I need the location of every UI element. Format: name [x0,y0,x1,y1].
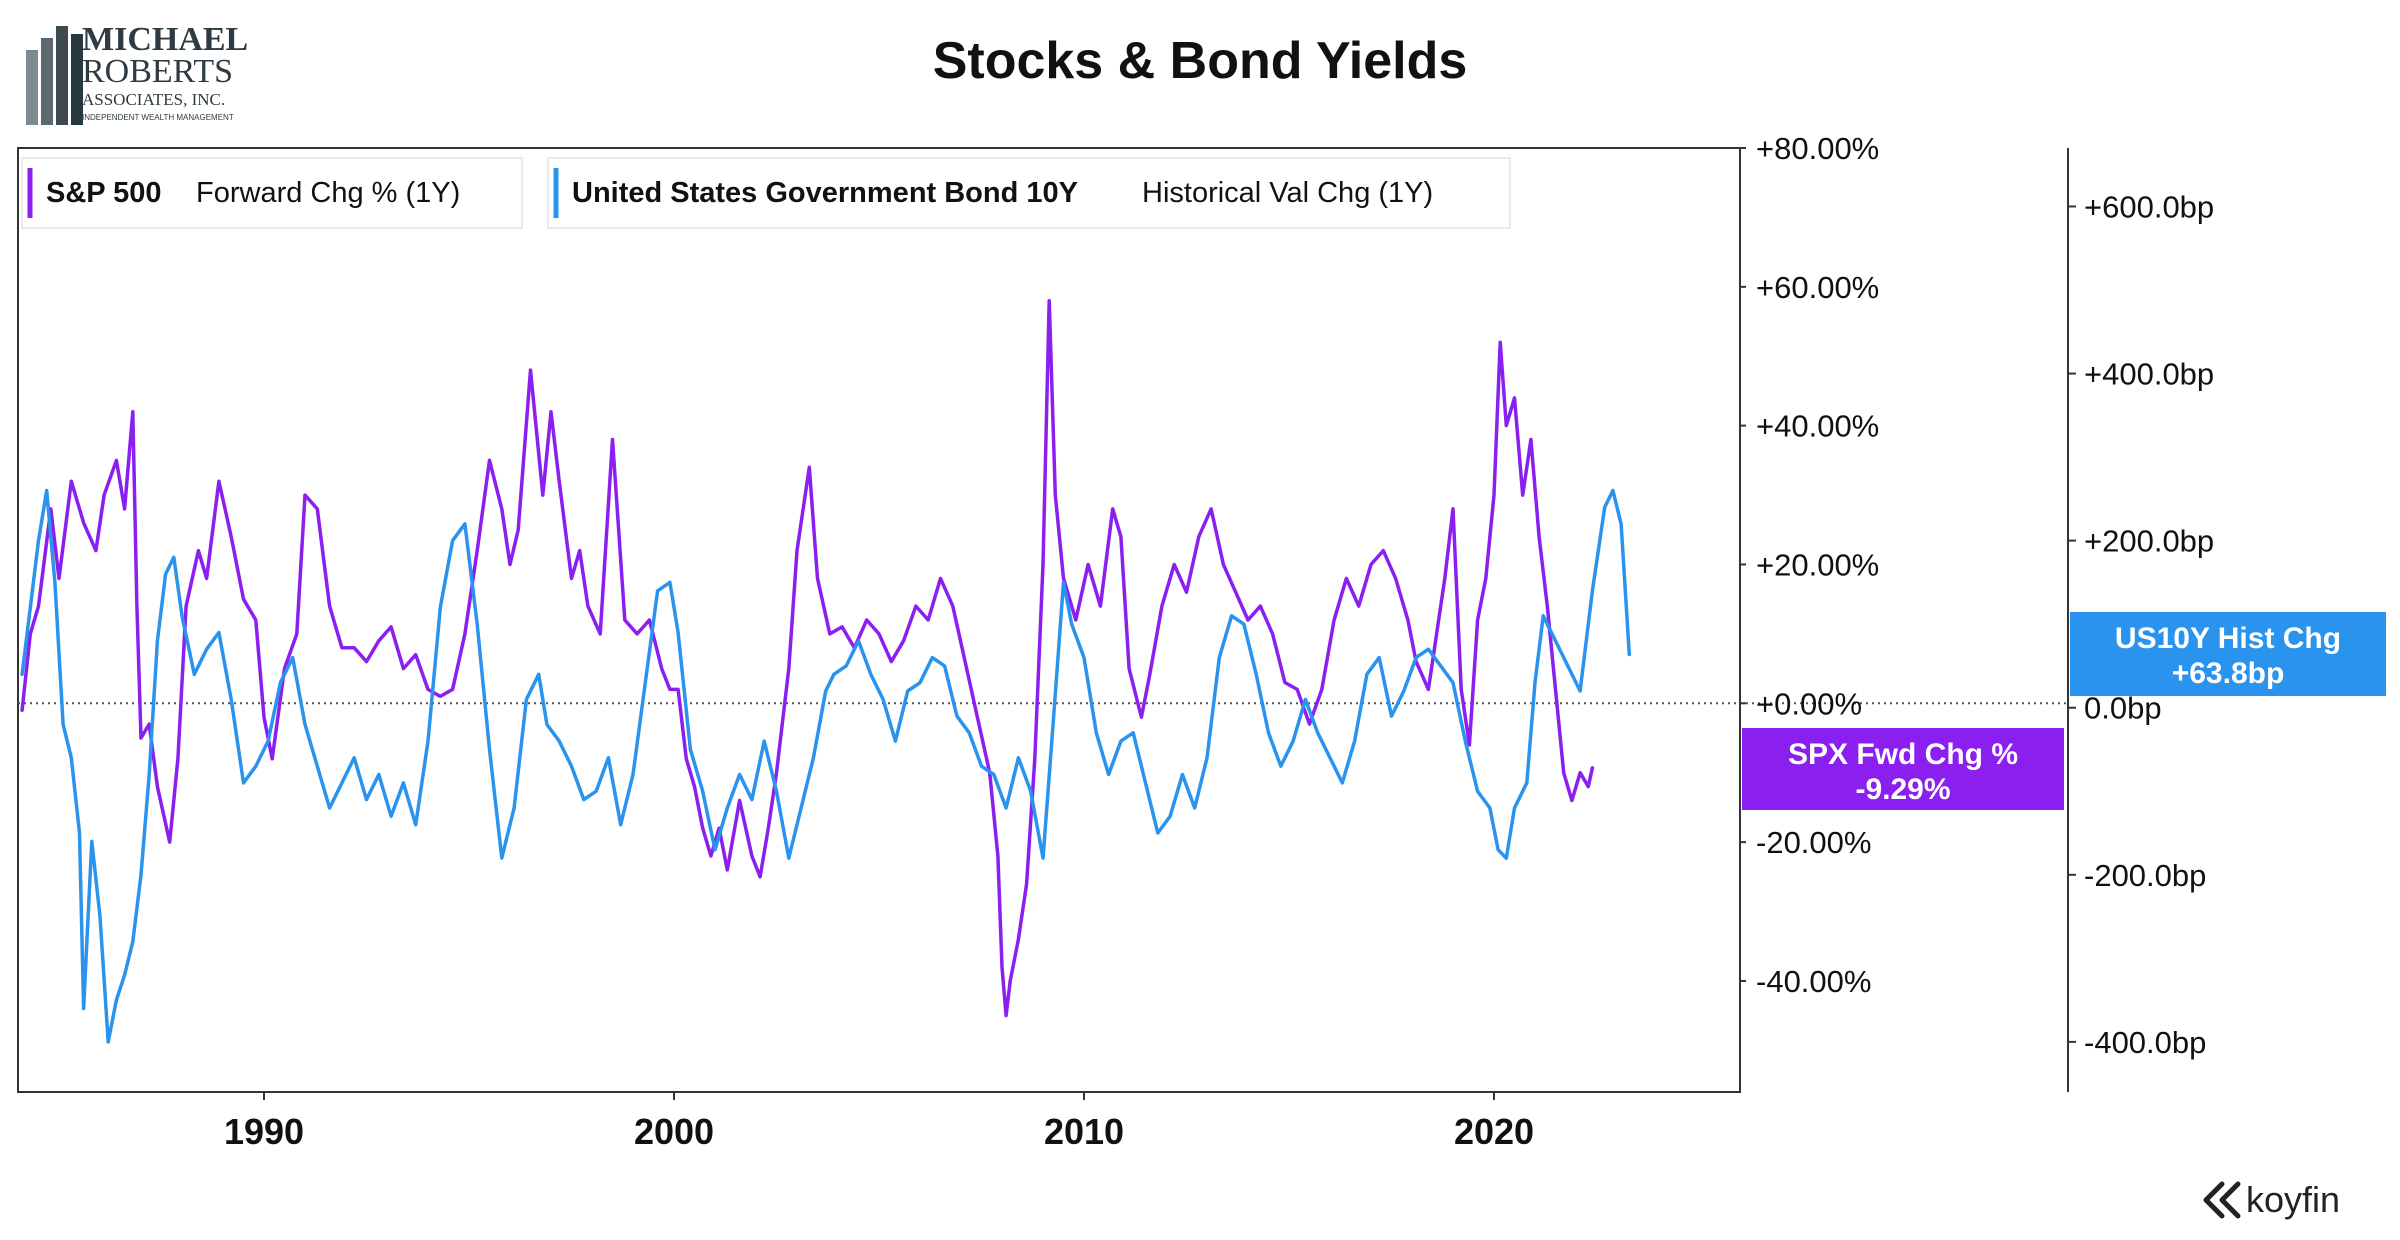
spx-series-line [20,298,1595,1018]
koyfin-wordmark: koyfin [2246,1179,2340,1220]
company-logo: MICHAEL ROBERTS ASSOCIATES, INC. INDEPEN… [26,21,248,125]
tag-value: +63.8bp [2172,657,2285,690]
x-axis: 1990 2000 2010 2020 [224,1092,1534,1152]
tag-background [1742,728,2064,810]
x-tick-label: 2010 [1044,1111,1124,1152]
us10y-series-line [20,488,1632,1044]
right-tick-label: 0.0bp [2084,691,2162,726]
logo-bar [41,38,53,125]
legend-item-us10y[interactable]: United States Government Bond 10Y Histor… [547,157,1511,229]
koyfin-icon [2203,1181,2241,1219]
legend-box [547,157,1511,229]
tag-label: US10Y Hist Chg [2115,622,2341,655]
right-tick-label: -200.0bp [2084,858,2206,893]
legend-series-name: S&P 500 [46,177,162,209]
x-tick-label: 2000 [634,1111,714,1152]
right-tick-label: +600.0bp [2084,189,2214,224]
tag-background [2070,612,2386,696]
left-tick-label: +20.00% [1756,547,1879,582]
right-tick-label: -400.0bp [2084,1025,2206,1060]
us10y-end-tag: US10Y Hist Chg +63.8bp [2070,612,2386,696]
logo-line-1: MICHAEL [82,21,248,58]
right-axis: +600.0bp +400.0bp +200.0bp 0.0bp -200.0bp -40… [2068,189,2214,1060]
chart-title: Stocks & Bond Yields [933,32,1468,90]
right-tick-label: +200.0bp [2084,524,2214,559]
tag-label: SPX Fwd Chg % [1788,738,2018,771]
logo-line-4: INDEPENDENT WEALTH MANAGEMENT [82,113,234,122]
logo-bar [71,34,83,125]
series-layer [20,298,1632,1044]
spx-end-tag: SPX Fwd Chg % -9.29% [1742,728,2064,810]
koyfin-logo: koyfin [2203,1179,2340,1220]
logo-line-3: ASSOCIATES, INC. [82,90,225,109]
legend-series-name: United States Government Bond 10Y [572,177,1078,209]
left-axis: +80.00% +60.00% +40.00% +20.00% +0.00% -20.00… [1740,131,1879,999]
x-tick-label: 2020 [1454,1111,1534,1152]
left-tick-label: -40.00% [1756,964,1871,999]
left-tick-label: +60.00% [1756,270,1879,305]
right-tick-label: +400.0bp [2084,357,2214,392]
left-tick-label: +40.00% [1756,409,1879,444]
tag-value: -9.29% [1855,773,1950,806]
logo-bar [56,26,68,125]
left-tick-label: +80.00% [1756,131,1879,166]
legend-series-metric: Historical Val Chg (1Y) [1142,177,1433,209]
logo-bar [26,50,38,125]
left-tick-label: +0.00% [1756,686,1862,721]
legend-box [21,157,523,229]
left-tick-label: -20.00% [1756,825,1871,860]
legend: S&P 500 Forward Chg % (1Y) United States… [21,157,1511,229]
legend-series-metric: Forward Chg % (1Y) [196,177,460,209]
legend-item-spx[interactable]: S&P 500 Forward Chg % (1Y) [21,157,523,229]
plot-area [17,147,1741,1093]
logo-line-2: ROBERTS [82,53,233,90]
x-tick-label: 1990 [224,1111,304,1152]
